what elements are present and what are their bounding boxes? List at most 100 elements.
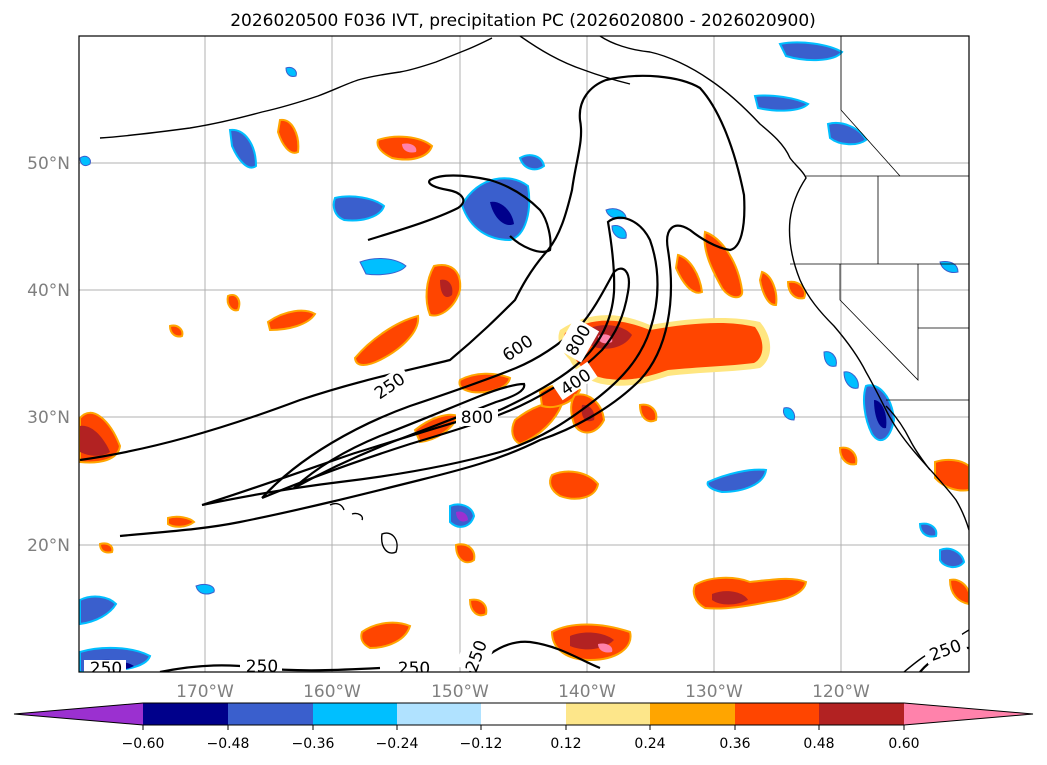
precip-cell bbox=[266, 309, 317, 332]
precip-cell bbox=[285, 67, 297, 77]
precip-cell bbox=[98, 542, 114, 554]
precip-cell bbox=[359, 258, 407, 276]
precip-cell-core bbox=[440, 279, 453, 298]
colorbar-tick-label: −0.60 bbox=[122, 736, 165, 752]
precip-cell bbox=[703, 230, 744, 299]
colorbar-swatch bbox=[566, 703, 650, 725]
precip-cell bbox=[360, 621, 412, 650]
hawaii-outline bbox=[329, 502, 398, 554]
contour-250-lobe bbox=[367, 174, 552, 253]
colorbar-tick-label: −0.36 bbox=[292, 736, 335, 752]
precip-cell bbox=[758, 270, 778, 306]
colorbar-swatch bbox=[313, 703, 397, 725]
aleutian-outline bbox=[99, 37, 493, 139]
precip-cell bbox=[549, 470, 600, 500]
precip-cell bbox=[468, 598, 488, 617]
precip-cell bbox=[778, 41, 844, 62]
colorbar: −0.60 −0.48 −0.36 −0.24 −0.12 0.12 0.24 … bbox=[13, 702, 1034, 752]
precip-cell bbox=[939, 547, 966, 568]
colorbar-extend-high bbox=[904, 703, 1033, 725]
contour-label: 800 bbox=[461, 408, 493, 428]
contour-400 bbox=[201, 216, 659, 507]
precip-cell bbox=[79, 595, 118, 626]
contour-250 bbox=[79, 74, 746, 538]
colorbar-extend-low bbox=[14, 703, 143, 725]
precip-cell bbox=[611, 225, 627, 239]
precip-cell bbox=[934, 458, 969, 492]
coastlines bbox=[99, 36, 969, 672]
baja-outline bbox=[885, 405, 931, 471]
lon-label-170w: 170°W bbox=[176, 682, 234, 702]
precip-cell-core bbox=[456, 511, 468, 522]
precip-cell bbox=[753, 94, 810, 112]
lon-label-160w: 160°W bbox=[303, 682, 361, 702]
colorbar-swatch bbox=[481, 703, 566, 725]
colorbar-tick-label: −0.48 bbox=[207, 736, 250, 752]
figure-title: 2026020500 F036 IVT, precipitation PC (2… bbox=[230, 11, 816, 31]
precip-cell bbox=[167, 515, 196, 528]
precip-cell bbox=[786, 280, 806, 300]
precip-cell bbox=[826, 122, 868, 146]
colorbar-swatch bbox=[735, 703, 819, 725]
precip-cell bbox=[353, 314, 420, 366]
negative-precip-anomalies bbox=[79, 41, 966, 672]
west-coast-outline bbox=[599, 36, 969, 531]
precip-cell bbox=[276, 118, 300, 154]
precip-cell bbox=[79, 155, 91, 167]
colorbar-tick-label: −0.24 bbox=[376, 736, 419, 752]
colorbar-ticks bbox=[142, 725, 905, 730]
precip-cell bbox=[948, 578, 969, 606]
precip-cell bbox=[823, 351, 837, 367]
lon-label-150w: 150°W bbox=[431, 682, 489, 702]
precip-cell-core bbox=[874, 400, 887, 429]
precip-cell bbox=[843, 371, 859, 389]
positive-precip-anomalies bbox=[79, 118, 969, 662]
lat-label-50n: 50°N bbox=[27, 154, 70, 174]
colorbar-tick-label: 0.36 bbox=[719, 736, 750, 752]
lon-label-140w: 140°W bbox=[558, 682, 616, 702]
contour-label: 250 bbox=[398, 659, 430, 679]
precip-cell-core bbox=[490, 201, 514, 226]
precip-cell bbox=[706, 468, 768, 494]
contour-label: 250 bbox=[90, 659, 122, 679]
precip-cell bbox=[332, 195, 386, 222]
colorbar-swatch bbox=[228, 703, 313, 725]
precip-cell bbox=[518, 154, 546, 171]
lon-label-130w: 130°W bbox=[685, 682, 743, 702]
precip-cell bbox=[454, 543, 476, 564]
precip-cell bbox=[168, 324, 184, 338]
alaska-coast-outline bbox=[519, 36, 631, 85]
longitude-labels: 170°W 160°W 150°W 140°W 130°W 120°W bbox=[176, 682, 870, 702]
lat-label-20n: 20°N bbox=[27, 536, 70, 556]
colorbar-tick-label: −0.12 bbox=[460, 736, 503, 752]
precip-cell bbox=[838, 446, 858, 466]
precip-cell-core bbox=[712, 591, 748, 605]
colorbar-tick-label: 0.12 bbox=[550, 736, 581, 752]
borders bbox=[790, 36, 969, 401]
precip-cell bbox=[195, 583, 215, 595]
lat-label-30n: 30°N bbox=[27, 408, 70, 428]
precip-cell bbox=[226, 294, 241, 312]
colorbar-swatch bbox=[650, 703, 735, 725]
precip-cell bbox=[228, 128, 258, 169]
colorbar-tick-label: 0.48 bbox=[803, 736, 834, 752]
precip-cell-peak bbox=[598, 643, 613, 653]
map-frame bbox=[78, 35, 970, 673]
contour-labels: 250 600 800 800 400 250 250 250 250 250 bbox=[84, 317, 968, 679]
colorbar-swatch bbox=[397, 703, 481, 725]
colorbar-tick-label: 0.24 bbox=[634, 736, 665, 752]
colorbar-tick-label: 0.60 bbox=[888, 736, 919, 752]
colorbar-swatch bbox=[819, 703, 904, 725]
precip-cell bbox=[638, 403, 658, 423]
lon-label-120w: 120°W bbox=[812, 682, 870, 702]
colorbar-tick-labels: −0.60 −0.48 −0.36 −0.24 −0.12 0.12 0.24 … bbox=[122, 736, 920, 752]
precip-cell-core bbox=[80, 425, 110, 456]
map-area: 250 600 800 800 400 250 250 250 250 250 bbox=[79, 36, 969, 679]
lat-label-40n: 40°N bbox=[27, 281, 70, 301]
precip-cell bbox=[674, 253, 704, 294]
precip-cell bbox=[783, 407, 795, 421]
precip-cell bbox=[511, 402, 564, 446]
colorbar-swatch bbox=[143, 703, 228, 725]
contour-label: 250 bbox=[246, 657, 278, 677]
